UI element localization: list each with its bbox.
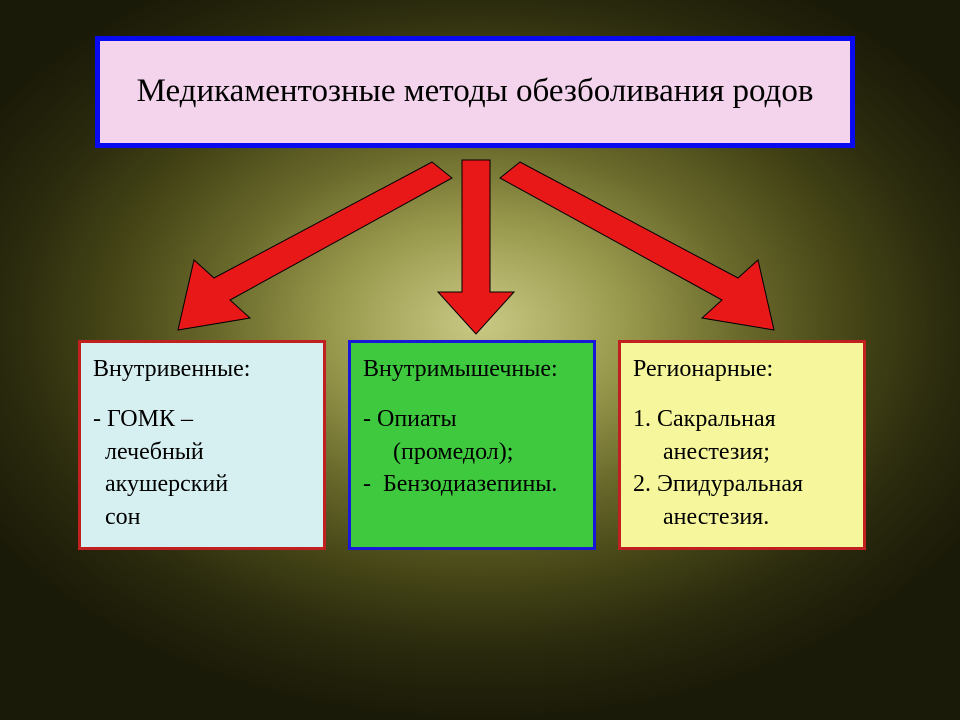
box-regional: Регионарные: 1. Сакральная анестезия; 2.… xyxy=(618,340,866,550)
list-item: акушерский xyxy=(93,468,311,500)
list-item: (промедол); xyxy=(363,436,581,468)
title-text: Медикаментозные методы обезболивания род… xyxy=(137,71,814,112)
list-item: - ГОМК – xyxy=(93,403,311,435)
title-box: Медикаментозные методы обезболивания род… xyxy=(95,36,855,148)
box-intravenous-title: Внутривенные: xyxy=(93,353,311,385)
list-item: 2. Эпидуральная xyxy=(633,468,851,500)
list-item: анестезия; xyxy=(633,436,851,468)
box-regional-title: Регионарные: xyxy=(633,353,851,385)
list-item: сон xyxy=(93,501,311,533)
list-item: анестезия. xyxy=(633,501,851,533)
box-intravenous: Внутривенные: - ГОМК – лечебный акушерск… xyxy=(78,340,326,550)
box-intramuscular-title: Внутримышечные: xyxy=(363,353,581,385)
list-item: - Опиаты xyxy=(363,403,581,435)
list-item: - Бензодиазепины. xyxy=(363,468,581,500)
list-item: 1. Сакральная xyxy=(633,403,851,435)
arrow-right xyxy=(500,162,774,330)
arrow-middle xyxy=(438,160,514,334)
box-intramuscular: Внутримышечные: - Опиаты (промедол); - Б… xyxy=(348,340,596,550)
list-item: лечебный xyxy=(93,436,311,468)
arrow-left xyxy=(178,162,452,330)
